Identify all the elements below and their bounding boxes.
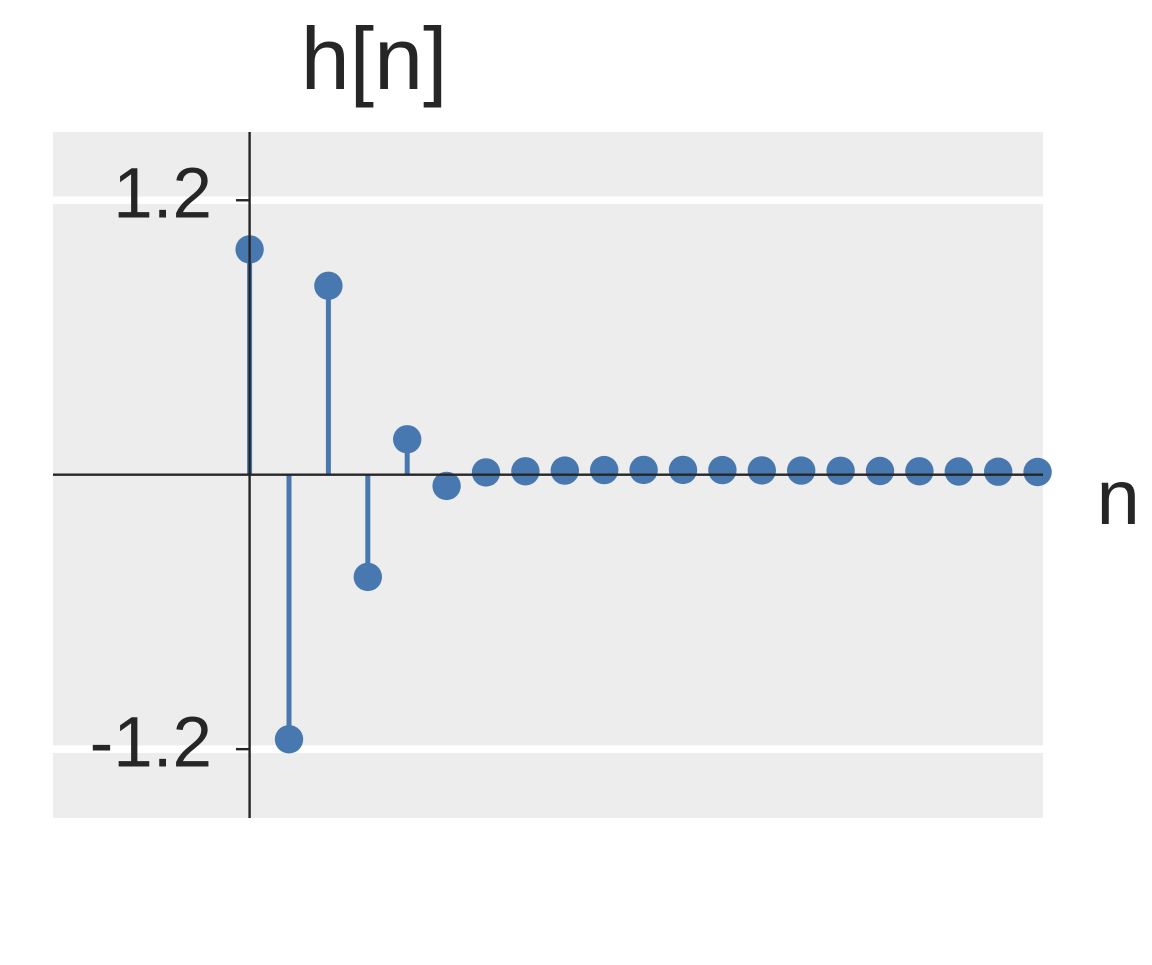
svg-text:h[n]: h[n]	[301, 9, 448, 108]
svg-text:1.2: 1.2	[113, 155, 212, 234]
svg-text:-1.2: -1.2	[90, 704, 212, 783]
svg-text:n: n	[1097, 453, 1140, 541]
